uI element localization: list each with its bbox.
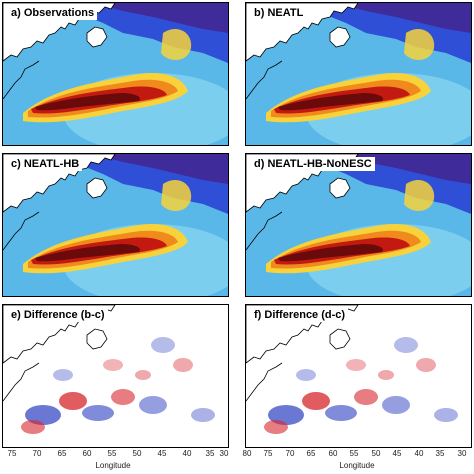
- anomaly-blob: [82, 405, 114, 421]
- map-difference-b-c: [3, 305, 228, 447]
- coastline: [3, 60, 40, 100]
- x-tick: 80: [242, 449, 252, 458]
- coastline: [246, 211, 283, 251]
- island-outline: [86, 328, 108, 350]
- x-tick: 70: [285, 449, 295, 458]
- anomaly-blob: [191, 408, 215, 422]
- coastline: [246, 362, 283, 402]
- x-tick: 40: [414, 449, 424, 458]
- anomaly-blob: [21, 420, 45, 434]
- x-tick: 60: [82, 449, 92, 458]
- anomaly-blob: [25, 405, 61, 425]
- anomaly-blob: [268, 405, 304, 425]
- map-observations: [3, 3, 228, 145]
- anomaly-blob: [296, 369, 316, 381]
- panel-label: e) Difference (b-c): [8, 308, 108, 322]
- x-tick: 30: [219, 449, 229, 458]
- anomaly-blob: [434, 408, 458, 422]
- island: [86, 177, 108, 199]
- map-neatl-hb-nonesc: [246, 154, 471, 296]
- x-tick: 60: [328, 449, 338, 458]
- x-tick: 65: [57, 449, 67, 458]
- x-tick: 70: [32, 449, 42, 458]
- panel-neatl-hb: c) NEATL-HB: [2, 153, 229, 297]
- x-tick: 45: [392, 449, 402, 458]
- anomaly-blob: [346, 359, 366, 371]
- x-axis-title-right: Longitude: [339, 461, 375, 470]
- panel-observations: a) Observations: [2, 2, 229, 146]
- anomaly-blob: [382, 396, 410, 414]
- panel-difference-d-c: f) Difference (d-c): [245, 304, 472, 448]
- x-tick: 50: [132, 449, 142, 458]
- panel-label: f) Difference (d-c): [251, 308, 349, 322]
- x-tick: 30: [457, 449, 467, 458]
- anomaly-blob: [378, 370, 394, 380]
- anomaly-blob: [264, 420, 288, 434]
- coastline: [3, 362, 40, 402]
- panel-label: b) NEATL: [251, 6, 307, 20]
- island: [86, 26, 108, 48]
- anomaly-blob: [111, 389, 135, 405]
- island: [329, 26, 351, 48]
- x-tick: 65: [306, 449, 316, 458]
- x-tick: 75: [263, 449, 273, 458]
- anomaly-blob: [302, 392, 330, 410]
- coastline: [246, 305, 359, 364]
- x-tick: 40: [182, 449, 192, 458]
- coastline: [246, 60, 283, 100]
- panel-neatl: b) NEATL: [245, 2, 472, 146]
- anomaly-blob: [354, 389, 378, 405]
- anomaly-blob: [103, 359, 123, 371]
- x-tick: 75: [7, 449, 17, 458]
- anomaly-blob: [151, 337, 175, 353]
- x-tick: 55: [349, 449, 359, 458]
- panel-label: d) NEATL-HB-NoNESC: [251, 157, 375, 171]
- x-tick: 55: [107, 449, 117, 458]
- x-tick: 45: [157, 449, 167, 458]
- coastline: [3, 305, 116, 364]
- anomaly-blob: [173, 358, 193, 372]
- anomaly-blob: [53, 369, 73, 381]
- panel-difference-b-c: e) Difference (b-c): [2, 304, 229, 448]
- panel-label: a) Observations: [8, 6, 98, 20]
- x-tick: 35: [205, 449, 215, 458]
- anomaly-blob: [325, 405, 357, 421]
- island-outline: [329, 328, 351, 350]
- anomaly-blob: [139, 396, 167, 414]
- anomaly-blob: [416, 358, 436, 372]
- anomaly-blob: [135, 370, 151, 380]
- x-axis-title-left: Longitude: [95, 461, 131, 470]
- panel-label: c) NEATL-HB: [8, 157, 83, 171]
- coastline: [3, 211, 40, 251]
- x-tick: 35: [435, 449, 445, 458]
- map-neatl-hb: [3, 154, 228, 296]
- x-tick: 50: [371, 449, 381, 458]
- map-difference-d-c: [246, 305, 471, 447]
- panel-neatl-hb-nonesc: d) NEATL-HB-NoNESC: [245, 153, 472, 297]
- map-neatl: [246, 3, 471, 145]
- anomaly-blob: [59, 392, 87, 410]
- anomaly-blob: [394, 337, 418, 353]
- island: [329, 177, 351, 199]
